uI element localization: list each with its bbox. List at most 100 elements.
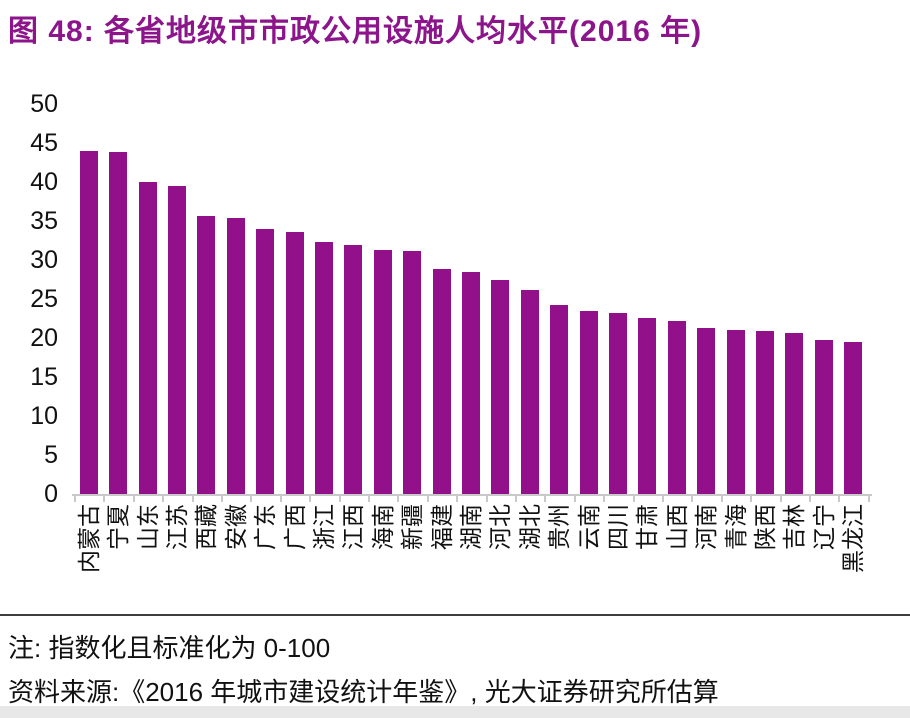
y-axis-label: 30 bbox=[30, 246, 58, 274]
chart-source: 资料来源:《2016 年城市建设统计年鉴》, 光大证券研究所估算 bbox=[8, 677, 719, 707]
y-axis-label: 40 bbox=[30, 168, 58, 196]
y-axis-label: 45 bbox=[30, 129, 58, 157]
bar bbox=[79, 150, 98, 494]
x-axis-label: 广西 bbox=[281, 504, 308, 550]
bar bbox=[491, 280, 510, 494]
bar bbox=[197, 216, 216, 494]
x-axis-label: 辽宁 bbox=[810, 504, 837, 550]
x-axis-label: 福建 bbox=[428, 504, 455, 550]
x-axis-label: 江西 bbox=[340, 504, 367, 550]
bar bbox=[461, 272, 480, 494]
x-axis-tick bbox=[103, 496, 106, 502]
x-axis-label: 湖南 bbox=[457, 504, 484, 550]
x-axis-tick bbox=[221, 496, 223, 502]
bar bbox=[755, 330, 774, 494]
x-axis-line bbox=[72, 494, 872, 496]
x-axis-tick bbox=[74, 496, 76, 502]
bar bbox=[844, 341, 863, 494]
bar bbox=[256, 228, 275, 494]
x-axis-label: 河北 bbox=[487, 504, 514, 550]
bar bbox=[814, 340, 833, 494]
x-axis-tick bbox=[456, 496, 459, 502]
bar bbox=[226, 217, 245, 494]
x-axis-label: 湖北 bbox=[516, 504, 543, 550]
x-axis-label: 陕西 bbox=[751, 504, 778, 550]
bar bbox=[109, 151, 128, 494]
x-axis-label: 吉林 bbox=[781, 504, 808, 550]
x-axis-label: 西藏 bbox=[193, 504, 220, 550]
bar bbox=[520, 289, 539, 494]
bar bbox=[314, 242, 333, 494]
x-axis-tick bbox=[750, 496, 753, 502]
bar bbox=[579, 310, 598, 494]
x-axis-tick bbox=[544, 496, 547, 502]
x-axis-label: 山东 bbox=[134, 504, 161, 550]
x-axis-tick bbox=[779, 496, 782, 502]
x-axis-label: 浙江 bbox=[310, 504, 337, 550]
x-axis-tick bbox=[515, 496, 517, 502]
x-axis-tick bbox=[368, 496, 370, 502]
y-axis-label: 15 bbox=[30, 363, 58, 391]
x-axis-tick bbox=[809, 496, 811, 502]
x-axis-tick bbox=[338, 496, 341, 502]
x-axis-label: 河南 bbox=[693, 504, 720, 550]
y-axis-label: 35 bbox=[30, 207, 58, 235]
y-axis-label: 10 bbox=[30, 402, 58, 430]
y-axis-label: 50 bbox=[30, 90, 58, 118]
y-axis-label: 25 bbox=[30, 285, 58, 313]
x-axis-label: 宁夏 bbox=[105, 504, 132, 550]
x-axis-tick bbox=[867, 496, 870, 502]
x-axis-label: 四川 bbox=[604, 504, 631, 550]
bar bbox=[432, 268, 451, 494]
x-axis-label: 江苏 bbox=[163, 504, 190, 550]
x-axis-label: 广东 bbox=[252, 504, 279, 550]
x-axis-tick bbox=[485, 496, 488, 502]
x-axis-tick bbox=[250, 496, 253, 502]
bar bbox=[667, 320, 686, 494]
x-axis-tick bbox=[309, 496, 312, 502]
x-axis-tick bbox=[691, 496, 694, 502]
x-axis-label: 甘肃 bbox=[634, 504, 661, 550]
bar bbox=[608, 313, 627, 494]
x-axis-label: 内蒙古 bbox=[75, 504, 102, 573]
bar bbox=[138, 182, 157, 494]
chart-note: 注: 指数化且标准化为 0-100 bbox=[8, 633, 331, 663]
figure-title: 图 48: 各省地级市市政公用设施人均水平(2016 年) bbox=[8, 15, 703, 48]
x-axis-label: 云南 bbox=[575, 504, 602, 550]
bar bbox=[638, 317, 657, 494]
separator-line bbox=[0, 614, 910, 616]
bar bbox=[285, 231, 304, 494]
bar bbox=[344, 245, 363, 494]
bar bbox=[403, 251, 422, 494]
y-axis-label: 20 bbox=[30, 324, 58, 352]
bottom-strip bbox=[0, 706, 910, 718]
x-axis-label: 海南 bbox=[369, 504, 396, 550]
y-axis-label: 0 bbox=[44, 480, 58, 508]
x-axis-label: 贵州 bbox=[546, 504, 573, 550]
bar-chart: 0 5 10 15 20 25 30 35 40 45 50 内蒙古 宁夏 山东 江苏 西藏 安徽 广东 广西 浙江江… bbox=[0, 60, 910, 610]
x-axis-label: 山西 bbox=[663, 504, 690, 550]
bar bbox=[785, 332, 804, 494]
bar bbox=[373, 249, 392, 494]
x-axis-label: 安徽 bbox=[222, 504, 249, 550]
x-axis-tick bbox=[603, 496, 606, 502]
x-axis-tick bbox=[662, 496, 664, 502]
x-axis-tick bbox=[573, 496, 576, 502]
x-axis-tick bbox=[132, 496, 135, 502]
y-axis-label: 5 bbox=[44, 441, 58, 469]
x-axis-tick bbox=[397, 496, 400, 502]
x-axis-label: 新疆 bbox=[399, 504, 426, 550]
x-axis-label: 黑龙江 bbox=[840, 504, 867, 573]
x-axis-tick bbox=[279, 496, 282, 502]
x-axis-tick bbox=[838, 496, 841, 502]
x-axis-label: 青海 bbox=[722, 504, 749, 550]
x-axis-tick bbox=[162, 496, 165, 502]
x-axis-tick bbox=[426, 496, 429, 502]
x-axis-tick bbox=[632, 496, 635, 502]
bar bbox=[167, 185, 186, 494]
x-axis-tick bbox=[720, 496, 723, 502]
bar bbox=[550, 305, 569, 494]
bar bbox=[697, 327, 716, 494]
bar bbox=[726, 330, 745, 494]
x-axis-tick bbox=[191, 496, 194, 502]
